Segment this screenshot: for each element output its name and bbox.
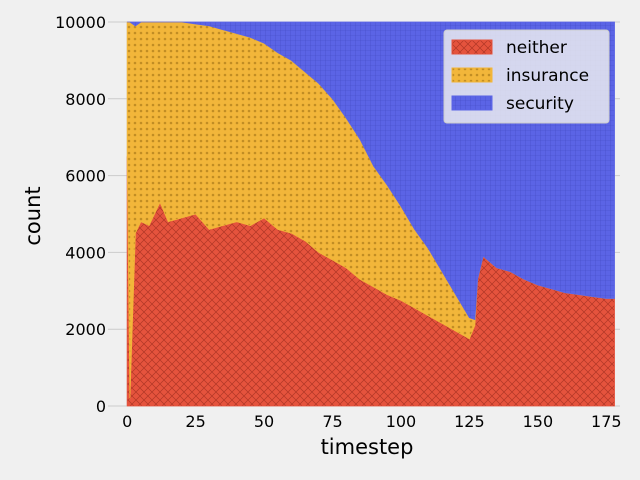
y-tick-label: 2000: [65, 320, 106, 339]
y-tick-label: 8000: [65, 90, 106, 109]
x-tick-label: 175: [591, 412, 622, 431]
x-tick-label: 100: [386, 412, 417, 431]
y-axis-label: count: [21, 186, 45, 245]
legend-swatch-hatch: [451, 39, 493, 55]
legend-swatch-hatch: [451, 67, 493, 83]
x-tick-label: 25: [185, 412, 205, 431]
y-tick-labels: 0 2000 4000 6000 8000 10000: [55, 13, 106, 416]
legend-label: security: [506, 94, 574, 114]
legend: neither insurance security: [443, 29, 610, 124]
y-tick-label: 0: [96, 397, 106, 416]
x-tick-labels: 0 25 50 75 100 125 150 175: [122, 412, 622, 431]
x-tick-label: 75: [322, 412, 342, 431]
legend-item-security: security: [451, 94, 574, 114]
y-tick-label: 4000: [65, 243, 106, 262]
legend-swatch-hatch: [451, 95, 493, 111]
y-tick-label: 6000: [65, 167, 106, 186]
legend-item-neither: neither: [451, 38, 567, 58]
x-tick-label: 0: [122, 412, 132, 431]
legend-label: insurance: [506, 66, 589, 86]
legend-label: neither: [506, 38, 567, 58]
x-tick-label: 50: [254, 412, 274, 431]
x-axis-label: timestep: [321, 435, 414, 459]
x-tick-label: 125: [454, 412, 485, 431]
x-tick-label: 150: [523, 412, 554, 431]
y-tick-label: 10000: [55, 13, 106, 32]
legend-item-insurance: insurance: [451, 66, 589, 86]
